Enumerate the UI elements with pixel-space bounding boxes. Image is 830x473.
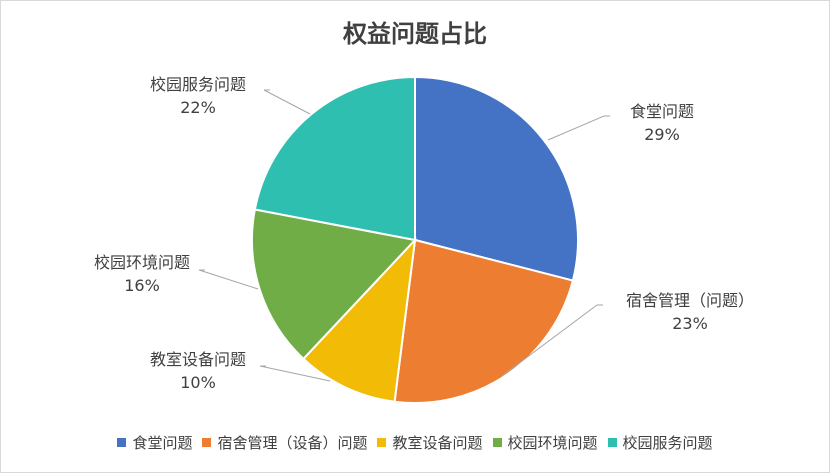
- legend-label: 宿舍管理（设备）问题: [217, 434, 368, 452]
- legend-label: 校园环境问题: [507, 434, 598, 452]
- slice-percent-label: 16%: [124, 276, 160, 295]
- slice-label: 宿舍管理（问题）: [626, 291, 754, 310]
- slice-label: 食堂问题: [630, 102, 694, 121]
- pie-slice: [251, 208, 417, 361]
- legend-swatch: [607, 438, 617, 447]
- legend-item: 食堂问题: [117, 432, 192, 453]
- legend-item: 校园环境问题: [492, 432, 598, 453]
- legend-label: 食堂问题: [132, 434, 193, 452]
- pie-slice: [414, 75, 579, 282]
- slice-percent-label: 10%: [180, 373, 216, 392]
- leader-line: [501, 304, 603, 377]
- legend-swatch: [492, 438, 502, 447]
- legend-label: 校园服务问题: [622, 434, 713, 452]
- legend-swatch: [117, 438, 127, 447]
- slice-percent-label: 23%: [672, 314, 708, 333]
- legend-swatch: [202, 438, 212, 447]
- pie-slice: [393, 238, 575, 404]
- slice-percent-label: 22%: [180, 98, 216, 117]
- leader-line: [198, 269, 259, 290]
- legend-item: 校园服务问题: [607, 432, 713, 453]
- slice-label: 校园环境问题: [94, 253, 190, 272]
- legend-label: 教室设备问题: [392, 434, 483, 452]
- chart-title: 权益问题占比: [343, 20, 487, 48]
- slice-label: 校园服务问题: [150, 75, 246, 94]
- leader-line: [547, 115, 610, 141]
- pie-slice: [302, 237, 417, 403]
- legend-swatch: [377, 438, 387, 447]
- slice-label: 教室设备问题: [150, 350, 246, 369]
- legend-item: 教室设备问题: [377, 432, 483, 453]
- slice-percent-label: 29%: [644, 125, 680, 144]
- leader-line: [259, 365, 331, 382]
- pie-slice: [253, 75, 416, 242]
- leader-line: [263, 89, 311, 115]
- legend-item: 宿舍管理（设备）问题: [202, 432, 367, 453]
- chart-legend: 食堂问题 宿舍管理（设备）问题 教室设备问题 校园环境问题 校园服务问题: [0, 432, 830, 453]
